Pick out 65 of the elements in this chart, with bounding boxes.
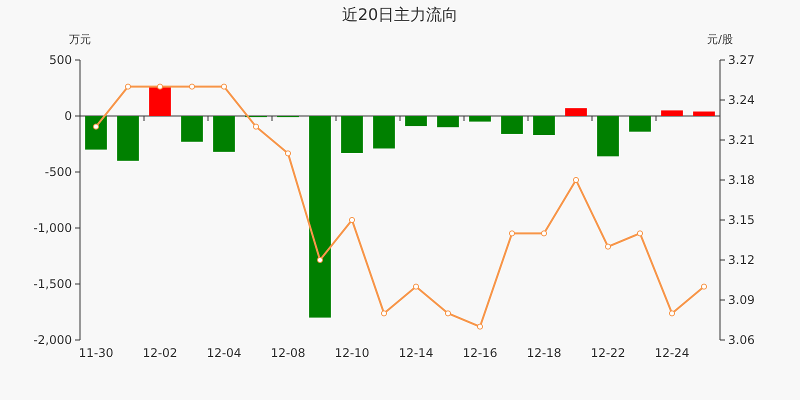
y-tick-label: 500 xyxy=(49,53,72,67)
point xyxy=(253,124,259,130)
y-tick-label: -1,000 xyxy=(33,221,72,235)
point xyxy=(509,230,515,236)
y2-tick-label: 3.06 xyxy=(728,333,755,347)
point xyxy=(477,324,483,330)
bar xyxy=(437,116,459,128)
point xyxy=(541,230,547,236)
x-tick-label: 12-22 xyxy=(590,346,626,360)
y2-tick-label: 3.24 xyxy=(728,93,755,107)
point xyxy=(157,84,163,90)
bar xyxy=(85,116,107,150)
y2-tick-label: 3.27 xyxy=(728,53,755,67)
x-tick-label: 12-18 xyxy=(526,346,562,360)
bar xyxy=(693,112,715,116)
x-tick-label: 12-24 xyxy=(654,346,690,360)
bar xyxy=(373,116,395,148)
bar xyxy=(309,116,331,318)
point xyxy=(637,230,643,236)
y-tick-label: -2,000 xyxy=(33,333,72,347)
x-tick-label: 12-10 xyxy=(334,346,370,360)
point xyxy=(605,244,611,250)
y2-tick-label: 3.18 xyxy=(728,173,755,187)
y2-tick-label: 3.15 xyxy=(728,213,755,227)
y2-axis-title: 元/股 xyxy=(707,33,733,46)
point xyxy=(93,124,99,130)
bar xyxy=(405,116,427,126)
bar xyxy=(117,116,139,161)
point xyxy=(573,177,579,183)
bar xyxy=(533,116,555,136)
y-axis-title: 万元 xyxy=(69,33,91,46)
x-tick-label: 12-02 xyxy=(142,346,178,360)
point xyxy=(445,310,451,316)
y2-tick-label: 3.21 xyxy=(728,133,755,147)
y2-tick-label: 3.12 xyxy=(728,253,755,267)
bar xyxy=(469,116,491,122)
y-tick-label: -500 xyxy=(44,165,72,179)
point xyxy=(221,84,227,90)
bar xyxy=(501,116,523,134)
y-tick-label: 0 xyxy=(64,109,72,123)
bar xyxy=(181,116,203,142)
bar xyxy=(661,110,683,116)
point xyxy=(669,310,675,316)
bar xyxy=(597,116,619,156)
point xyxy=(701,284,707,290)
x-tick-label: 12-08 xyxy=(270,346,306,360)
point xyxy=(381,310,387,316)
bar xyxy=(629,116,651,132)
x-tick-label: 12-16 xyxy=(462,346,498,360)
bar xyxy=(149,86,171,116)
point xyxy=(317,257,323,263)
x-tick-label: 12-04 xyxy=(206,346,242,360)
point xyxy=(125,84,131,90)
title: 近20日主力流向 xyxy=(342,5,458,24)
point xyxy=(413,284,419,290)
bar xyxy=(341,116,363,153)
bar xyxy=(213,116,235,152)
x-tick-label: 11-30 xyxy=(78,346,114,360)
point xyxy=(349,217,355,223)
x-tick-label: 12-14 xyxy=(398,346,434,360)
point xyxy=(285,150,291,156)
y-tick-label: -1,500 xyxy=(33,277,72,291)
point xyxy=(189,84,195,90)
bar xyxy=(565,108,587,116)
y2-tick-label: 3.09 xyxy=(728,293,755,307)
